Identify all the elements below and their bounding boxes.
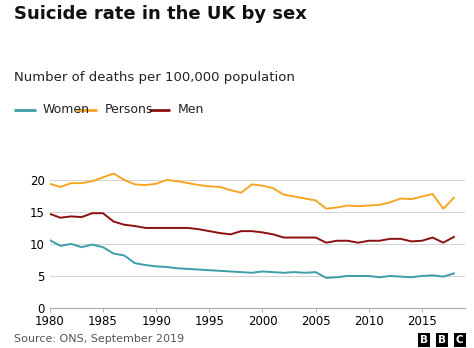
Text: C: C [456,335,464,345]
Text: B: B [420,335,428,345]
Text: Persons: Persons [104,103,153,116]
Text: B: B [438,335,446,345]
Text: Women: Women [43,103,90,116]
Text: Source: ONS, September 2019: Source: ONS, September 2019 [14,334,184,344]
Text: Men: Men [177,103,204,116]
Text: Suicide rate in the UK by sex: Suicide rate in the UK by sex [14,5,307,23]
Text: Number of deaths per 100,000 population: Number of deaths per 100,000 population [14,71,295,84]
